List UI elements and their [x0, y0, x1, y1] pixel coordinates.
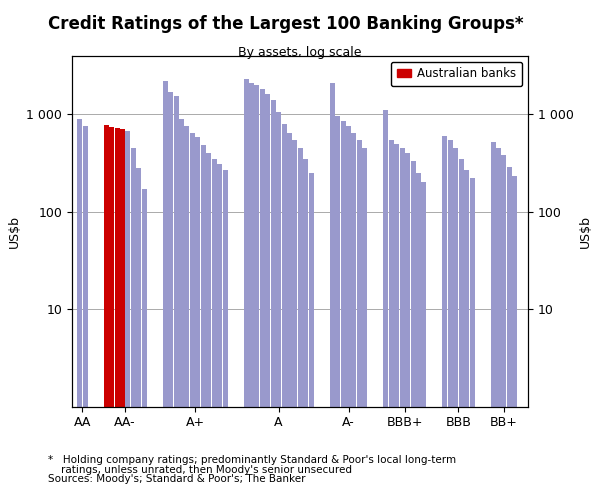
Bar	[512, 177, 517, 484]
Text: By assets, log scale: By assets, log scale	[238, 46, 362, 59]
Bar	[163, 81, 168, 484]
Bar	[330, 83, 335, 484]
Bar	[173, 96, 179, 484]
Bar	[298, 148, 303, 484]
Bar	[458, 159, 464, 484]
Bar	[470, 179, 475, 484]
Bar	[77, 119, 82, 484]
Bar	[491, 142, 496, 484]
Text: *   Holding company ratings; predominantly Standard & Poor's local long-term: * Holding company ratings; predominantly…	[48, 455, 456, 465]
Bar	[254, 85, 259, 484]
Legend: Australian banks: Australian banks	[391, 61, 522, 86]
Bar	[464, 170, 469, 484]
Bar	[184, 126, 190, 484]
Bar	[265, 94, 270, 484]
Bar	[389, 139, 394, 484]
Bar	[223, 170, 227, 484]
Bar	[125, 131, 130, 484]
Bar	[244, 79, 248, 484]
Bar	[249, 83, 254, 484]
Bar	[400, 148, 404, 484]
Bar	[335, 117, 340, 484]
Bar	[260, 90, 265, 484]
Bar	[410, 161, 416, 484]
Bar	[309, 173, 314, 484]
Bar	[190, 133, 195, 484]
Bar	[442, 136, 448, 484]
Bar	[496, 148, 501, 484]
Bar	[212, 159, 217, 484]
Bar	[448, 139, 453, 484]
Bar	[362, 148, 367, 484]
Bar	[142, 189, 147, 484]
Text: Credit Ratings of the Largest 100 Banking Groups*: Credit Ratings of the Largest 100 Bankin…	[48, 15, 523, 32]
Bar	[383, 110, 388, 484]
Bar	[421, 182, 427, 484]
Bar	[304, 159, 308, 484]
Bar	[104, 125, 109, 484]
Bar	[416, 173, 421, 484]
Bar	[131, 148, 136, 484]
Bar	[83, 126, 88, 484]
Bar	[394, 144, 399, 484]
Text: Sources: Moody's; Standard & Poor's; The Banker: Sources: Moody's; Standard & Poor's; The…	[48, 474, 305, 484]
Bar	[196, 137, 200, 484]
Bar	[201, 145, 206, 484]
Bar	[341, 121, 346, 484]
Bar	[346, 126, 351, 484]
Bar	[217, 164, 222, 484]
Bar	[179, 119, 184, 484]
Bar	[352, 133, 356, 484]
Y-axis label: US$b: US$b	[8, 214, 21, 248]
Bar	[502, 155, 506, 484]
Text: ratings, unless unrated, then Moody's senior unsecured: ratings, unless unrated, then Moody's se…	[48, 465, 352, 475]
Bar	[507, 166, 512, 484]
Bar	[109, 127, 114, 484]
Bar	[292, 139, 298, 484]
Bar	[136, 168, 142, 484]
Bar	[281, 124, 287, 484]
Bar	[120, 129, 125, 484]
Bar	[271, 100, 276, 484]
Bar	[287, 133, 292, 484]
Bar	[453, 148, 458, 484]
Bar	[168, 92, 173, 484]
Bar	[357, 139, 362, 484]
Y-axis label: US$b: US$b	[579, 214, 592, 248]
Bar	[206, 153, 211, 484]
Bar	[276, 112, 281, 484]
Bar	[405, 153, 410, 484]
Bar	[115, 128, 119, 484]
